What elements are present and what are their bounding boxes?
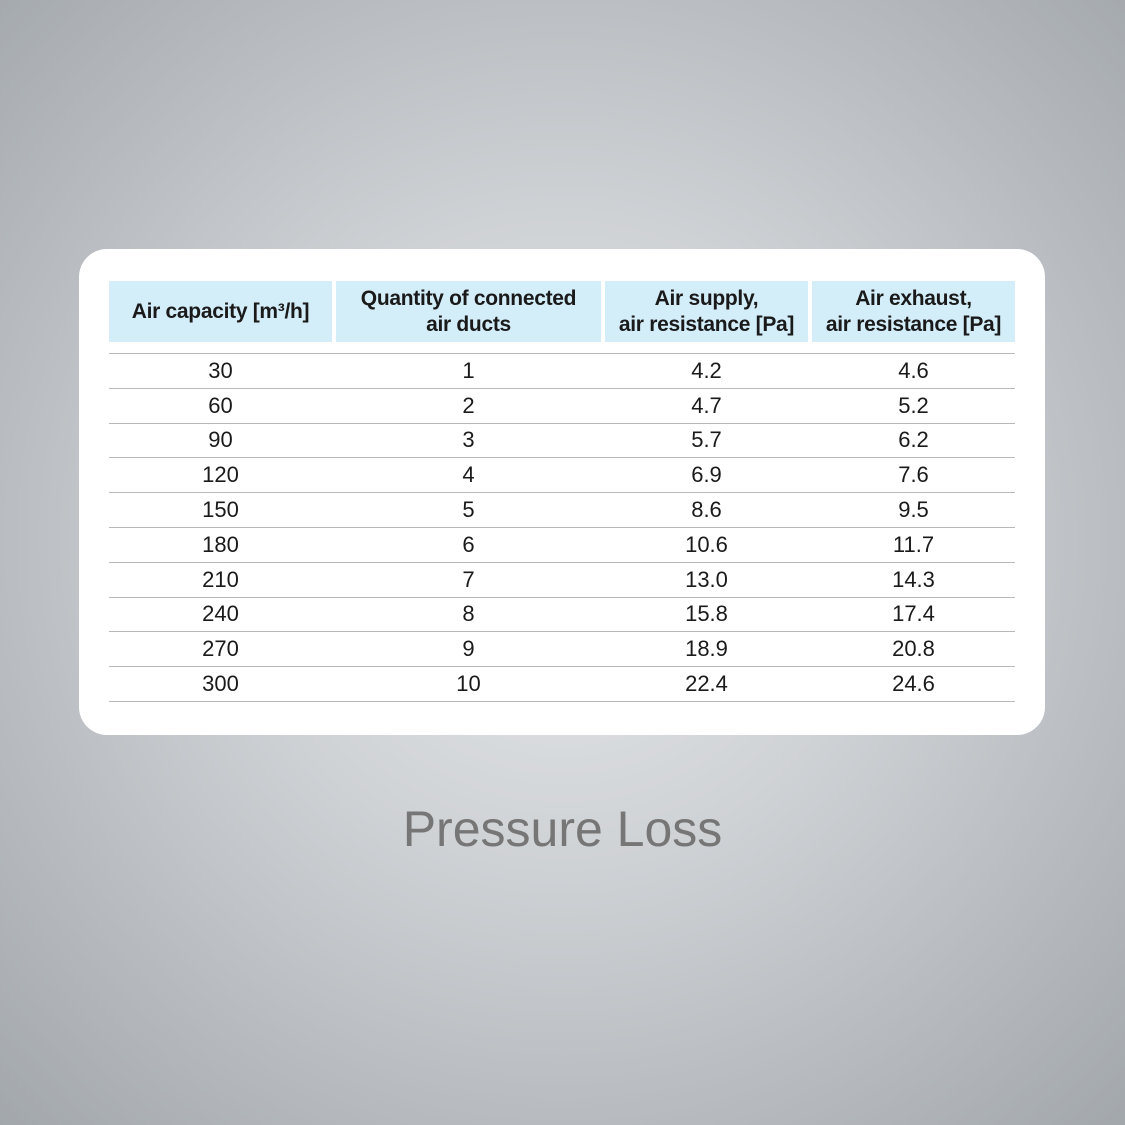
table-cell: 1 [462,357,475,383]
table-row: 150 5 8.6 9.5 [109,493,1015,528]
table-cell: 15.8 [685,601,728,627]
table-cell: 9.5 [898,497,929,523]
table-cell: 60 [208,392,233,418]
table-cell: 7.6 [898,462,929,488]
header-cell: Quantity of connected air ducts [336,281,601,342]
table-cell: 13.0 [685,566,728,592]
table-row: 30 1 4.2 4.6 [109,354,1015,389]
table-cell: 10 [456,671,481,697]
header-cell: Air capacity [m³/h] [109,281,332,342]
table-cell: 2 [462,392,475,418]
header-line: Air exhaust, [855,286,972,310]
table-row: 210 7 13.0 14.3 [109,563,1015,598]
table-cell: 210 [202,566,239,592]
table-cell: 240 [202,601,239,627]
header-cell: Air exhaust, air resistance [Pa] [812,281,1015,342]
table-row: 180 6 10.6 11.7 [109,528,1015,563]
table-cell: 4.7 [691,392,722,418]
divider [109,342,1015,354]
table-cell: 10.6 [685,531,728,557]
table-cell: 7 [462,566,475,592]
header-line: Air supply, [654,286,759,310]
table-cell: 120 [202,462,239,488]
header-line: Quantity of connected [360,286,577,310]
header-line: air resistance [Pa] [618,312,795,336]
table-cell: 9 [462,636,475,662]
table-cell: 24.6 [892,671,935,697]
table-cell: 6.9 [691,462,722,488]
table-cell: 5.7 [691,427,722,453]
table-cell: 4.6 [898,357,929,383]
table-cell: 6 [462,531,475,557]
table-cell: 90 [208,427,233,453]
table-cell: 4 [462,462,475,488]
table-cell: 150 [202,497,239,523]
table-cell: 30 [208,357,233,383]
table-cell: 17.4 [892,601,935,627]
table-cell: 5 [462,497,475,523]
caption: Pressure Loss [402,801,723,857]
table-cell: 8.6 [691,497,722,523]
table-cell: 18.9 [685,636,728,662]
table-cell: 3 [462,427,475,453]
table-row: 240 8 15.8 17.4 [109,598,1015,633]
table: Air capacity [m³/h] Quantity of connected… [109,281,1015,702]
header-row: Air capacity [m³/h] Quantity of connected… [109,281,1015,342]
table-cell: 20.8 [892,636,935,662]
header-line: air ducts [426,312,511,336]
table-cell: 5.2 [898,392,929,418]
table-cell: 4.2 [691,357,722,383]
table-cell: 270 [202,636,239,662]
table-cell: 22.4 [685,671,728,697]
header-line: Air capacity [m³/h] [131,299,310,323]
header-cell: Air supply, air resistance [Pa] [605,281,808,342]
table-card: Air capacity [m³/h] Quantity of connected… [79,249,1045,735]
table-row: 90 3 5.7 6.2 [109,424,1015,459]
table-cell: 6.2 [898,427,929,453]
header-line: air resistance [Pa] [825,312,1002,336]
table-row: 300 10 22.4 24.6 [109,667,1015,702]
table-cell: 14.3 [892,566,935,592]
table-row: 60 2 4.7 5.2 [109,389,1015,424]
table-cell: 8 [462,601,475,627]
table-cell: 11.7 [892,531,935,557]
table-row: 120 4 6.9 7.6 [109,458,1015,494]
table-cell: 180 [202,531,239,557]
table-row: 270 9 18.9 20.8 [109,632,1015,668]
table-cell: 300 [202,671,239,697]
